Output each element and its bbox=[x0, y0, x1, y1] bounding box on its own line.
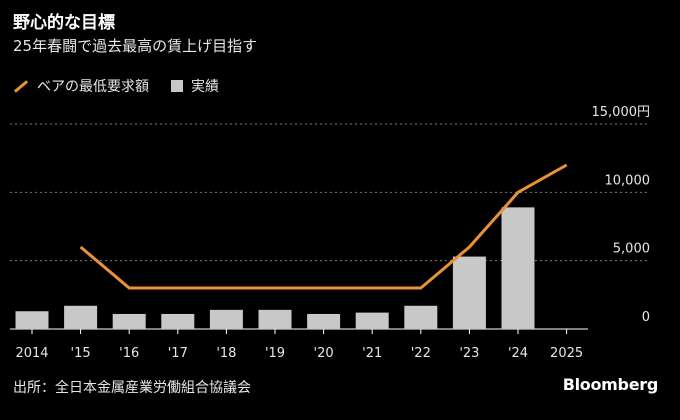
x-tick-label: '16 bbox=[119, 346, 139, 361]
bar bbox=[209, 309, 243, 329]
bar bbox=[258, 309, 292, 329]
legend-line-label: ベアの最低要求額 bbox=[37, 79, 149, 95]
x-tick-label: '21 bbox=[362, 346, 382, 361]
bar bbox=[15, 311, 49, 329]
bar bbox=[112, 313, 146, 329]
bloomberg-logo: Bloomberg bbox=[562, 375, 659, 394]
legend: ベアの最低要求額 実績 bbox=[13, 76, 219, 96]
y-tick-label: 10,000 bbox=[605, 173, 651, 188]
line-series bbox=[79, 163, 568, 290]
x-tick-label: 2025 bbox=[550, 346, 583, 361]
y-tick-label: 15,000円 bbox=[592, 105, 651, 120]
y-tick-label: 5,000 bbox=[613, 242, 650, 257]
y-tick-label: 0 bbox=[642, 310, 650, 325]
x-tick-label: '15 bbox=[71, 346, 91, 361]
legend-bar-swatch bbox=[171, 80, 183, 92]
chart-title: 野心的な目標 bbox=[13, 13, 115, 33]
x-tick-label: 2014 bbox=[15, 346, 48, 361]
bar bbox=[161, 313, 195, 329]
bar bbox=[452, 256, 486, 329]
x-tick-label: '18 bbox=[216, 346, 236, 361]
chart-subtitle: 25年春闘で過去最高の賃上げ目指す bbox=[13, 37, 258, 55]
bar bbox=[501, 207, 535, 329]
x-tick-label: '20 bbox=[314, 346, 334, 361]
bar bbox=[404, 305, 438, 329]
source-note: 出所：全日本金属産業労働組合協議会 bbox=[13, 380, 251, 396]
x-tick-label: '17 bbox=[168, 346, 188, 361]
x-tick-label: '19 bbox=[265, 346, 285, 361]
legend-bar-label: 実績 bbox=[191, 79, 219, 95]
x-tick-label: '23 bbox=[459, 346, 479, 361]
bar bbox=[64, 305, 98, 329]
bar bbox=[307, 313, 341, 329]
bar bbox=[355, 312, 389, 329]
x-tick-label: '24 bbox=[508, 346, 528, 361]
x-tick-label: '22 bbox=[411, 346, 431, 361]
